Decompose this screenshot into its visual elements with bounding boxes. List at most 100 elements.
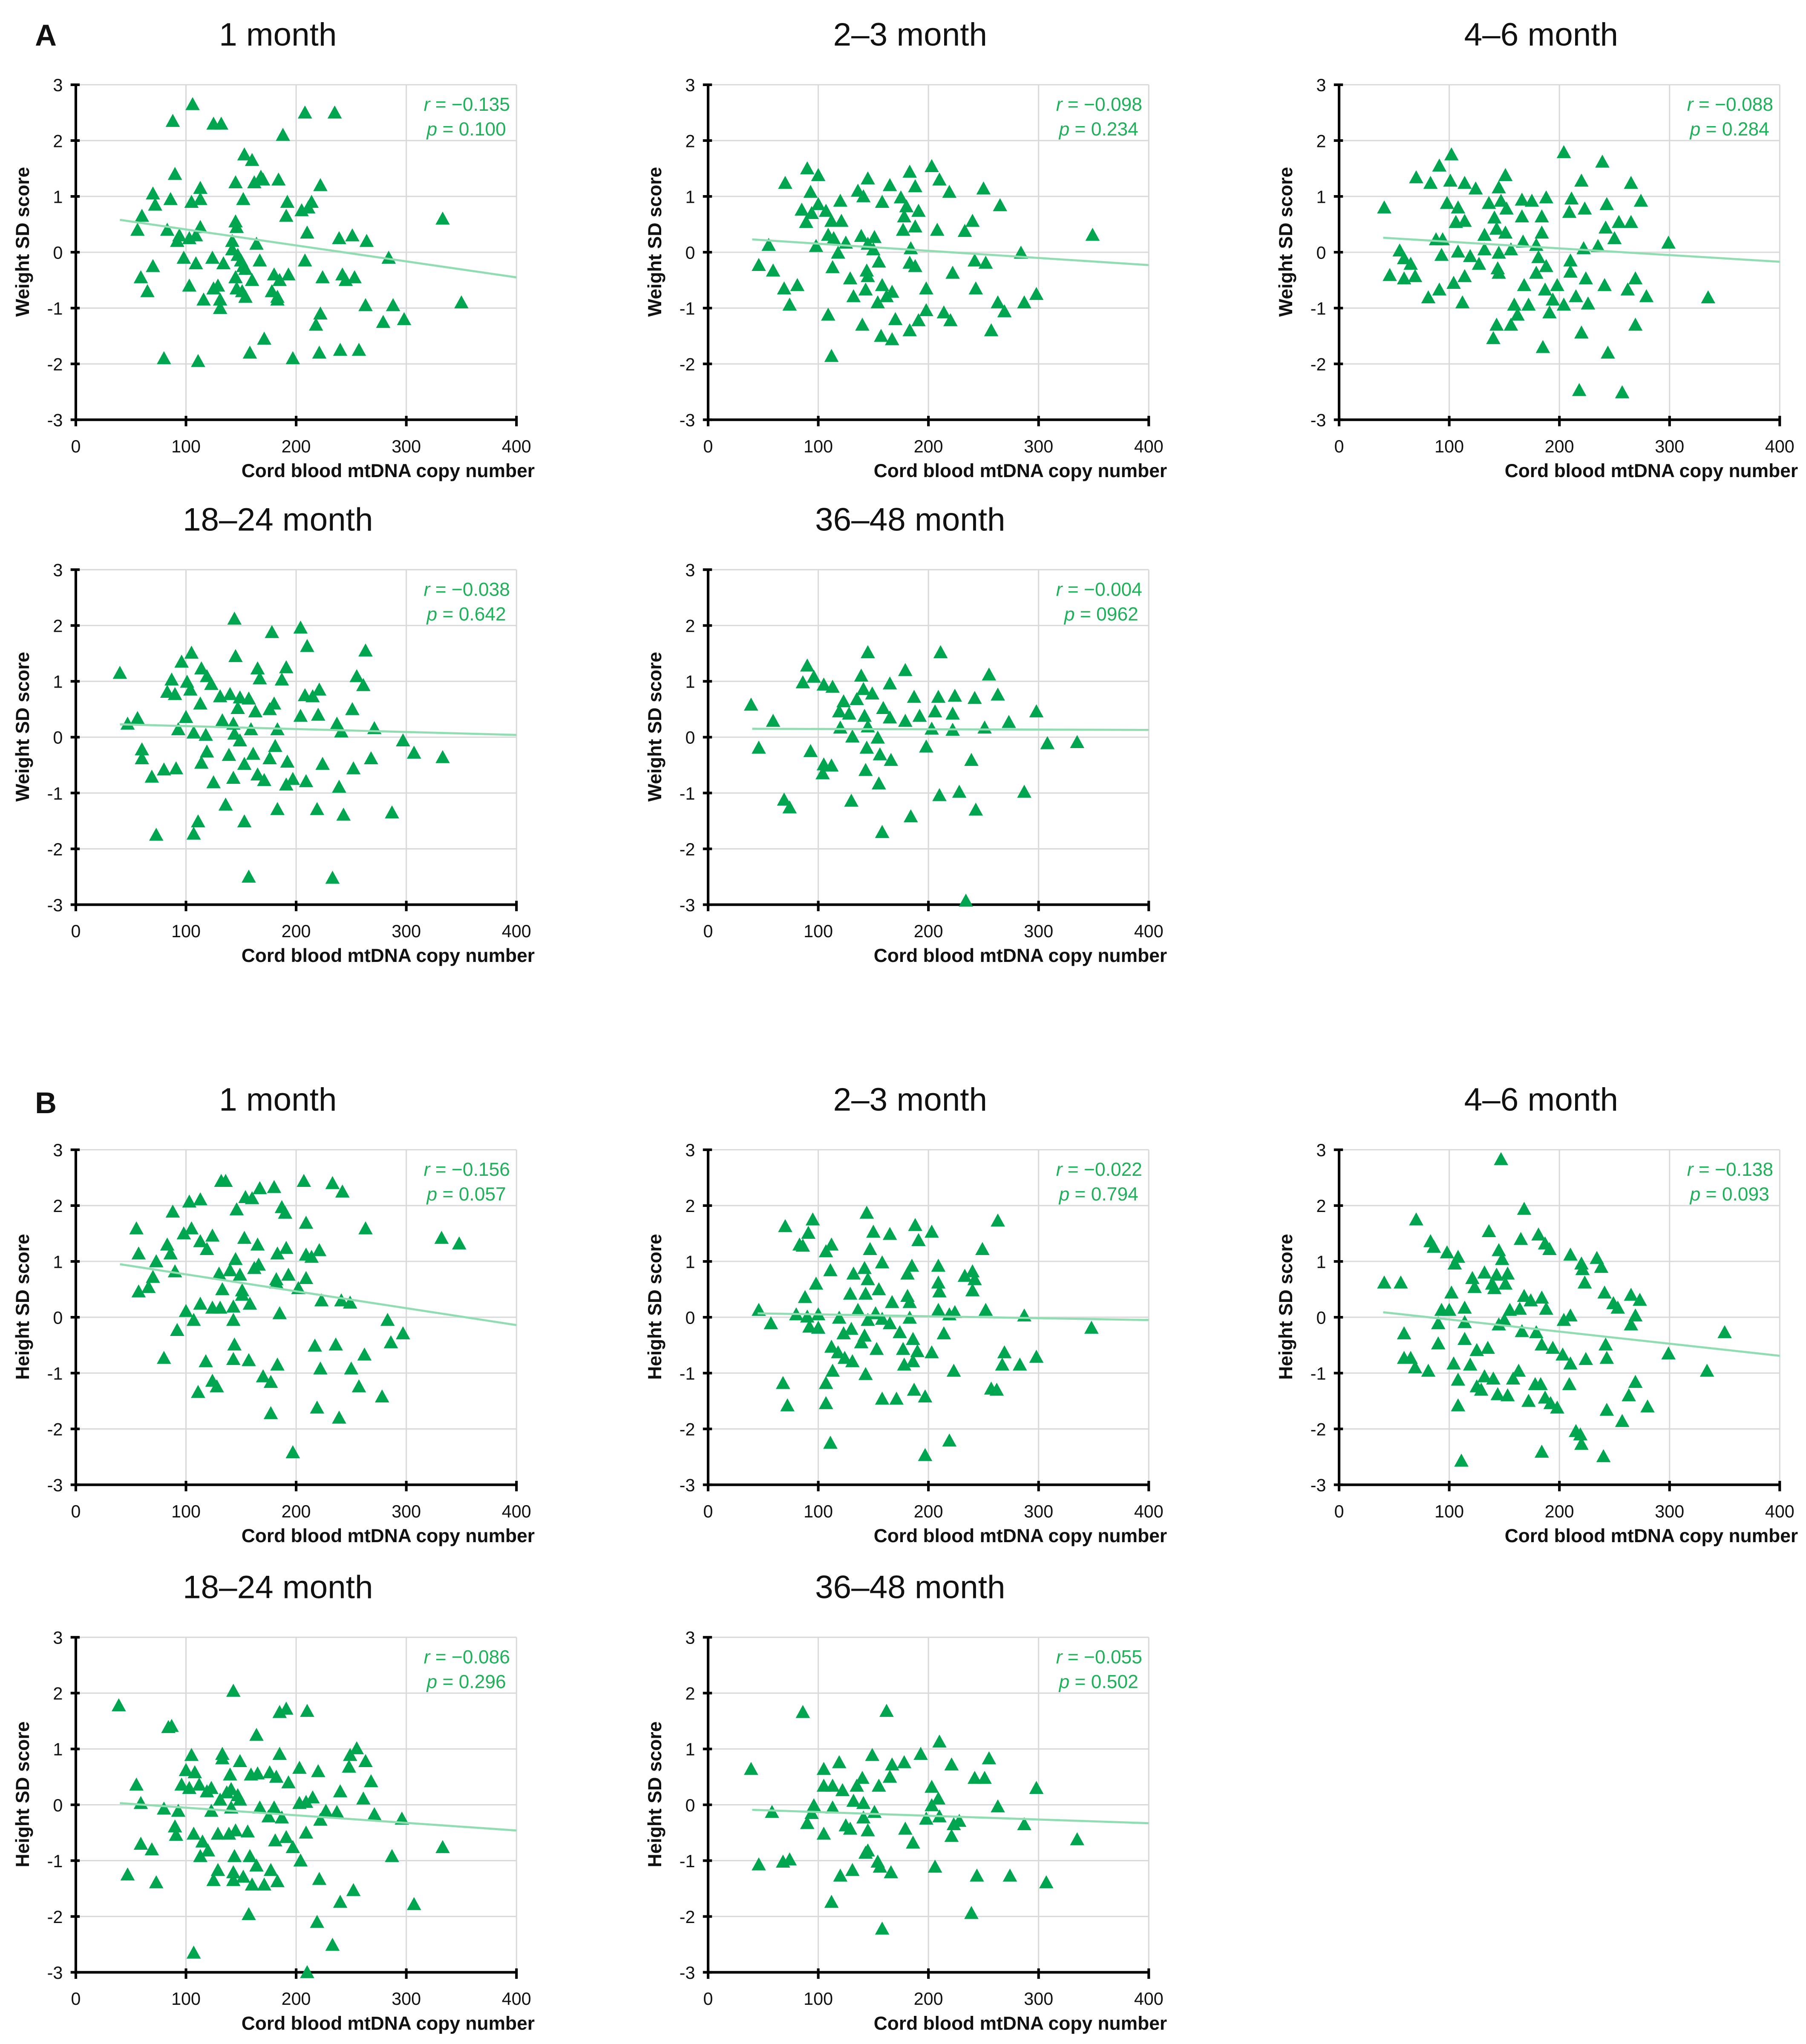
y-tick-label: 1 [1316, 1252, 1326, 1272]
data-point-triangle [875, 195, 890, 208]
x-tick-label: 200 [282, 1502, 311, 1521]
data-point-triangle [1432, 282, 1447, 296]
data-point-triangle [261, 1809, 276, 1822]
y-axis-label: Weight SD score [12, 652, 33, 802]
x-tick-label: 400 [1134, 1989, 1164, 2009]
data-point-triangle [933, 645, 948, 658]
regression-line [752, 238, 1149, 266]
data-point-triangle [911, 313, 926, 326]
data-point-triangle [967, 1771, 982, 1784]
data-point-triangle [1539, 1301, 1553, 1315]
data-point-triangle [280, 754, 295, 768]
y-tick-label: 2 [53, 616, 63, 636]
data-point-triangle [191, 1385, 205, 1398]
data-point-triangle [931, 1791, 946, 1805]
data-point-triangle [1029, 704, 1044, 717]
data-point-triangle [272, 1747, 287, 1760]
data-point-triangle [262, 751, 277, 764]
data-point-triangle [179, 710, 193, 723]
data-point-triangle [265, 625, 279, 638]
data-point-triangle [193, 220, 207, 233]
p-value: 0.100 [459, 119, 506, 140]
data-point-triangle [213, 292, 228, 306]
data-point-triangle [826, 231, 841, 245]
data-point-triangle [1409, 1212, 1423, 1226]
data-point-triangle [1574, 1256, 1589, 1270]
data-point-triangle [908, 259, 922, 272]
data-point-triangle [982, 667, 997, 681]
x-tick-label: 400 [1134, 1502, 1164, 1521]
panel-title: 36–48 month [815, 1569, 1005, 1605]
y-tick-label: 2 [685, 1196, 695, 1216]
data-point-triangle [228, 214, 243, 227]
y-tick-label: -3 [680, 1963, 695, 1983]
data-point-triangle [1481, 1224, 1496, 1238]
data-point-triangle [193, 1849, 207, 1862]
data-point-triangle [1599, 1402, 1614, 1416]
data-point-triangle [215, 1282, 230, 1295]
data-point-triangle [845, 729, 860, 743]
data-point-triangle [257, 331, 271, 345]
data-point-triangle [225, 234, 239, 247]
y-tick-label: 3 [53, 1628, 63, 1648]
data-point-triangle [1002, 1868, 1017, 1882]
y-tick-label: -2 [47, 355, 63, 374]
data-point-triangle [174, 1777, 189, 1791]
data-point-triangle [1426, 1240, 1441, 1253]
data-point-triangle [236, 1869, 251, 1883]
data-point-triangle [1040, 736, 1055, 749]
data-point-triangle [292, 1796, 307, 1809]
data-point-triangle [1397, 1326, 1411, 1339]
panel-title: 4–6 month [1464, 1082, 1618, 1118]
data-point-triangle [1534, 225, 1549, 239]
data-point-triangle [833, 1868, 848, 1882]
data-point-triangle [1421, 290, 1436, 304]
data-point-triangle [800, 161, 815, 175]
data-point-triangle [345, 228, 360, 242]
data-point-triangle [149, 1875, 164, 1889]
data-point-triangle [223, 1767, 237, 1781]
data-point-triangle [144, 769, 159, 783]
data-point-triangle [965, 213, 980, 227]
data-point-triangle [824, 1894, 839, 1908]
p-value-label: p = 0.057 [426, 1184, 506, 1205]
x-axis-label: Cord blood mtDNA copy number [874, 461, 1167, 481]
x-tick-label: 200 [914, 437, 943, 456]
y-tick-label: 0 [685, 243, 695, 262]
data-point-triangle [120, 1867, 135, 1881]
data-point-triangle [970, 1868, 984, 1882]
data-point-triangle [233, 690, 248, 704]
data-point-triangle [984, 323, 999, 337]
data-point-triangle [1377, 1275, 1391, 1289]
data-point-triangle [957, 1269, 972, 1282]
data-point-triangle [212, 1267, 226, 1280]
data-point-triangle [242, 1849, 257, 1862]
y-axis-label: Height SD score [12, 1234, 33, 1380]
data-point-triangle [1446, 1356, 1461, 1370]
data-point-triangle [356, 678, 371, 691]
data-point-triangle [858, 763, 873, 776]
data-point-triangle [782, 1852, 797, 1866]
data-point-triangle [897, 1357, 912, 1371]
data-point-triangle [1477, 1369, 1492, 1382]
data-point-triangle [285, 772, 300, 785]
data-point-triangle [328, 1337, 343, 1351]
data-point-triangle [314, 1293, 329, 1307]
data-point-triangle [397, 312, 412, 325]
data-point-triangle [1486, 1371, 1501, 1385]
data-point-triangle [908, 1218, 922, 1231]
y-tick-label: 2 [53, 1684, 63, 1704]
data-point-triangle [406, 746, 421, 759]
data-point-triangle [800, 1816, 815, 1829]
data-point-triangle [932, 172, 947, 186]
data-point-triangle [1576, 241, 1591, 254]
data-point-triangle [312, 345, 327, 359]
data-point-triangle [218, 1174, 233, 1187]
data-point-triangle [925, 1345, 939, 1359]
data-point-triangle [936, 305, 951, 319]
data-point-triangle [885, 1757, 899, 1771]
data-point-triangle [1628, 317, 1643, 331]
data-point-triangle [1070, 735, 1085, 748]
data-point-triangle [191, 814, 205, 828]
data-point-triangle [858, 1845, 873, 1859]
